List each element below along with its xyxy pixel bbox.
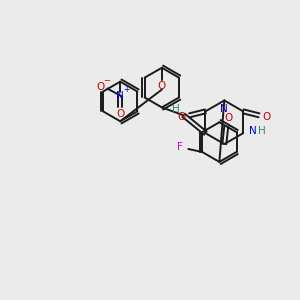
Text: +: + [123, 85, 129, 94]
Text: O: O [263, 112, 271, 122]
Text: O: O [116, 109, 124, 119]
Text: H: H [172, 104, 180, 114]
Text: N: N [116, 91, 124, 100]
Text: N: N [220, 104, 228, 114]
Text: O: O [158, 81, 166, 91]
Text: −: − [103, 76, 110, 85]
Text: O: O [96, 82, 104, 92]
Text: O: O [224, 113, 232, 123]
Text: N: N [249, 126, 257, 136]
Text: H: H [258, 126, 266, 136]
Text: O: O [178, 112, 186, 122]
Text: F: F [178, 142, 183, 152]
